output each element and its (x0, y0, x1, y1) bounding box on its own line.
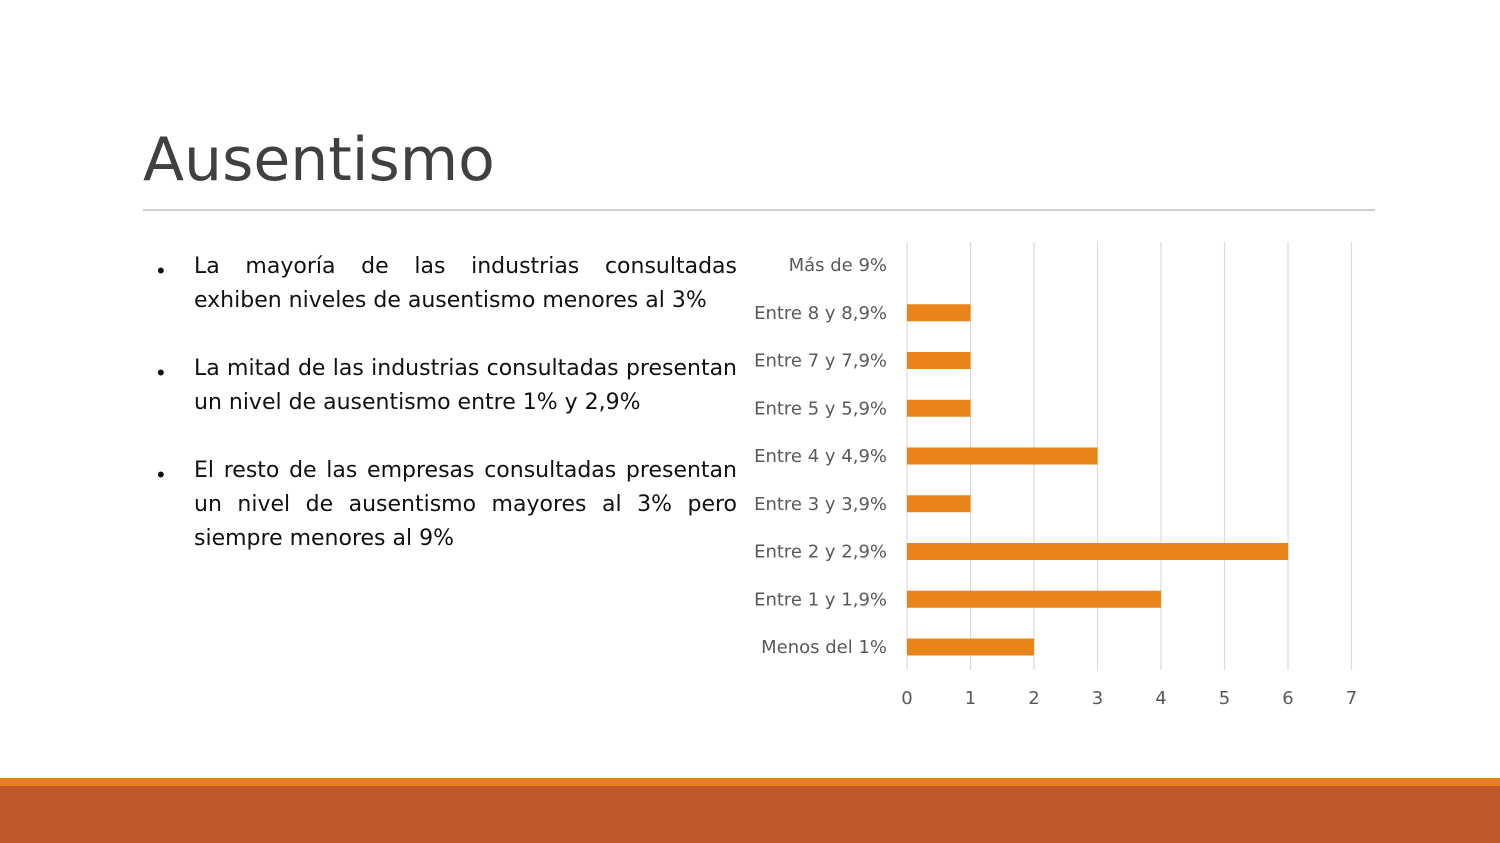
bullet-item: • La mitad de las industrias consultadas… (157, 352, 737, 420)
slide-title: Ausentismo (143, 125, 495, 195)
title-divider (143, 209, 1375, 211)
bar (907, 590, 1161, 608)
bar (907, 352, 971, 369)
x-tick-label: 0 (901, 688, 912, 709)
x-tick-label: 2 (1028, 688, 1039, 709)
category-label: Entre 8 y 8,9% (754, 303, 887, 324)
bar (907, 543, 1288, 560)
category-label: Entre 2 y 2,9% (754, 542, 887, 563)
bullet-list: • La mayoría de las industrias consultad… (157, 250, 737, 590)
bullet-text: El resto de las empresas consultadas pre… (194, 458, 737, 551)
category-label: Entre 5 y 5,9% (754, 398, 887, 419)
x-tick-label: 4 (1155, 688, 1166, 709)
bullet-item: • La mayoría de las industrias consultad… (157, 250, 737, 318)
category-label: Más de 9% (789, 255, 887, 276)
category-label: Menos del 1% (761, 637, 887, 658)
footer-accent-line (0, 778, 1500, 786)
category-label: Entre 4 y 4,9% (754, 446, 887, 467)
absenteeism-bar-chart: 0 1 2 3 4 5 6 7 Más de 9% Entre 8 y 8,9% Entre 7 y… (754, 242, 1357, 709)
bullet-text: La mitad de las industrias consultadas p… (194, 356, 737, 415)
category-label: Entre 3 y 3,9% (754, 494, 887, 515)
bullet-marker: • (157, 258, 165, 283)
category-label: Entre 7 y 7,9% (754, 351, 887, 372)
x-tick-label: 3 (1092, 688, 1103, 709)
bar (907, 495, 971, 513)
footer-band (0, 786, 1500, 843)
x-tick-label: 7 (1346, 688, 1357, 709)
bar (907, 638, 1034, 656)
bullet-marker: • (157, 360, 165, 385)
x-tick-label: 5 (1219, 688, 1230, 709)
x-tick-label: 6 (1282, 688, 1293, 709)
bar (907, 447, 1098, 465)
category-label: Entre 1 y 1,9% (754, 589, 887, 610)
bullet-text: La mayoría de las industrias consultadas… (194, 254, 737, 313)
bullet-item: • El resto de las empresas consultadas p… (157, 454, 737, 556)
bar (907, 399, 971, 417)
bar (907, 304, 971, 322)
x-tick-label: 1 (965, 688, 976, 709)
bullet-marker: • (157, 462, 165, 487)
